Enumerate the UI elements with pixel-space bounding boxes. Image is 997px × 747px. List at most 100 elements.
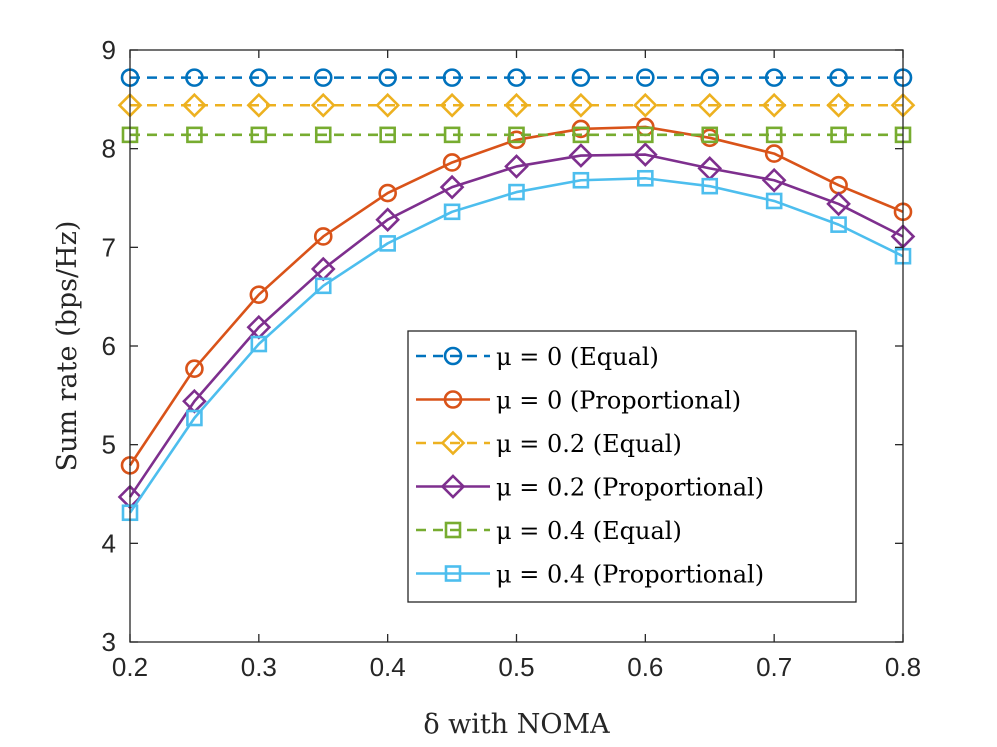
legend-item: μ = 0.4 (Proportional) xyxy=(416,561,764,589)
data-point xyxy=(637,126,654,144)
data-point xyxy=(379,235,396,252)
y-tick-label: 4 xyxy=(102,528,116,558)
series-5 xyxy=(121,169,912,522)
y-axis-label: Sum rate (bps/Hz) xyxy=(52,221,83,472)
x-tick-label: 0.3 xyxy=(241,652,277,682)
data-point xyxy=(826,191,851,217)
series-0 xyxy=(120,68,913,87)
data-point xyxy=(700,68,720,87)
data-point xyxy=(443,203,461,221)
y-tick-label: 8 xyxy=(102,134,116,164)
data-point xyxy=(186,409,203,427)
series-line xyxy=(128,125,904,467)
x-tick-label: 0.7 xyxy=(756,652,792,682)
data-point xyxy=(829,68,848,87)
x-tick-label: 0.6 xyxy=(627,652,663,682)
data-point xyxy=(246,92,272,118)
y-tick-label: 7 xyxy=(102,232,116,262)
data-point xyxy=(571,68,591,87)
data-point xyxy=(442,153,462,172)
legend-item: μ = 0.2 (Proportional) xyxy=(416,474,764,502)
legend-marker xyxy=(444,565,462,582)
data-point xyxy=(568,92,594,118)
x-tick-label: 0.2 xyxy=(112,652,148,682)
legend-label: μ = 0 (Equal) xyxy=(496,343,659,371)
data-point xyxy=(185,68,204,87)
data-point xyxy=(379,126,396,144)
data-point xyxy=(378,68,397,87)
legend-box xyxy=(407,330,857,603)
data-point xyxy=(439,174,465,200)
data-point xyxy=(313,68,333,87)
data-point xyxy=(637,169,654,187)
data-point xyxy=(508,183,525,201)
y-tick-label: 6 xyxy=(102,331,116,361)
legend: μ = 0 (Equal) μ = 0 (Proportional) μ = 0.2… xyxy=(407,330,857,603)
data-point xyxy=(830,216,847,233)
data-point xyxy=(697,92,723,118)
data-point xyxy=(313,227,333,246)
legend-item: μ = 0.2 (Equal) xyxy=(416,430,682,458)
data-point xyxy=(568,143,594,168)
legend-label: μ = 0.4 (Proportional) xyxy=(496,561,764,589)
legend-label: μ = 0 (Proportional) xyxy=(496,387,741,415)
data-point xyxy=(249,68,269,87)
x-tick-label: 0.4 xyxy=(370,652,406,682)
data-point xyxy=(508,126,525,144)
data-point xyxy=(572,126,590,144)
data-point xyxy=(765,192,783,210)
legend-label: μ = 0.2 (Equal) xyxy=(496,430,682,458)
data-point xyxy=(764,144,784,163)
data-point xyxy=(701,177,719,195)
legend-item: μ = 0 (Proportional) xyxy=(416,387,741,415)
y-tick-label: 9 xyxy=(102,35,116,65)
data-point xyxy=(826,92,851,118)
data-point xyxy=(765,126,783,144)
x-tick-label: 0.5 xyxy=(498,652,534,682)
data-point xyxy=(378,183,397,203)
series-3 xyxy=(117,142,916,510)
legend-marker xyxy=(443,390,463,409)
data-point xyxy=(830,126,847,144)
data-point xyxy=(314,126,332,144)
data-point xyxy=(439,92,465,118)
data-point xyxy=(310,92,336,118)
legend-marker xyxy=(443,346,463,366)
legend-item: μ = 0.4 (Equal) xyxy=(416,517,682,545)
data-point xyxy=(375,207,401,233)
data-point xyxy=(764,68,784,87)
series-2 xyxy=(117,92,916,118)
data-point xyxy=(636,68,655,87)
data-point xyxy=(632,142,658,167)
series-line xyxy=(128,176,904,514)
data-point xyxy=(314,277,332,295)
y-tick-label: 5 xyxy=(102,430,116,460)
data-point xyxy=(507,68,526,87)
data-point xyxy=(572,171,590,189)
data-point xyxy=(185,359,204,378)
x-axis-label: δ with NOMA xyxy=(423,709,610,740)
x-tick-label: 0.8 xyxy=(885,652,921,682)
series-line xyxy=(128,153,904,498)
data-point xyxy=(182,92,207,118)
legend-label: μ = 0.4 (Equal) xyxy=(496,517,682,545)
data-point xyxy=(250,126,268,144)
legend-label: μ = 0.2 (Proportional) xyxy=(496,474,764,502)
data-point xyxy=(443,126,461,144)
y-tick-label: 3 xyxy=(102,627,116,657)
data-point xyxy=(375,92,401,118)
data-point xyxy=(632,92,658,118)
legend-marker xyxy=(440,430,466,456)
data-point xyxy=(761,167,787,193)
data-point xyxy=(504,154,529,179)
data-point xyxy=(701,126,719,144)
data-point xyxy=(186,126,203,144)
data-point xyxy=(249,285,269,304)
data-point xyxy=(761,92,787,118)
legend-marker xyxy=(444,521,462,539)
data-point xyxy=(504,92,529,118)
axes: 0.2 0.3 0.4 0.5 0.6 0.7 0.8 3 4 5 6 7 8 9 δ with NOMA S… xyxy=(52,35,921,740)
legend-marker xyxy=(440,474,466,499)
data-point xyxy=(250,335,268,353)
